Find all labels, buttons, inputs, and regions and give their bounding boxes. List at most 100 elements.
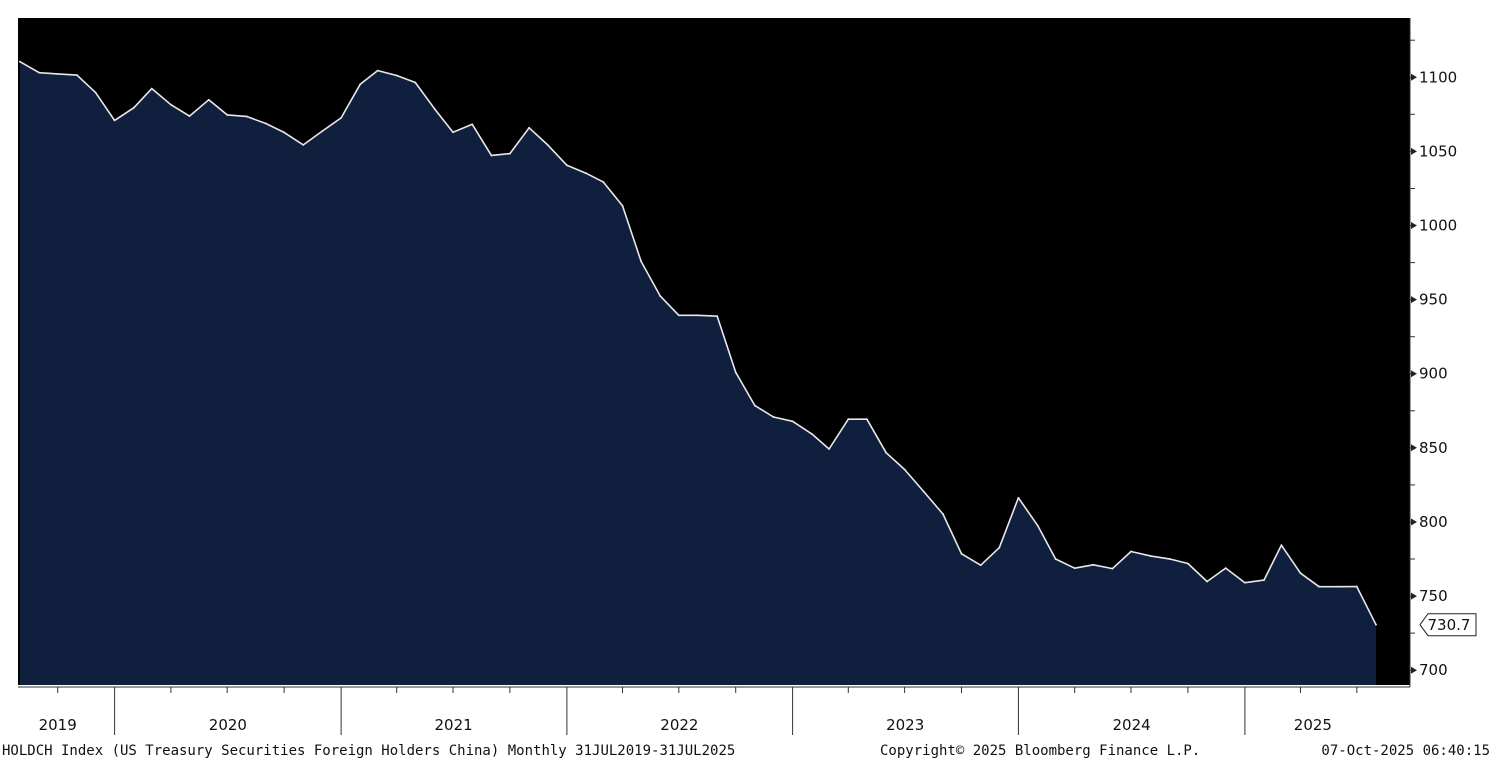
series-line-segment xyxy=(1280,544,1302,575)
series-line-segment xyxy=(1017,496,1039,527)
data-point xyxy=(772,416,775,418)
x-year-label: 2025 xyxy=(1294,716,1332,734)
series-line-segment xyxy=(188,99,210,117)
data-point xyxy=(302,144,305,146)
y-tick-mark xyxy=(1411,370,1417,378)
data-point xyxy=(1092,563,1095,566)
series-line-segment xyxy=(1130,550,1151,557)
data-point xyxy=(754,404,756,407)
series-line-segment xyxy=(1299,572,1320,588)
data-point xyxy=(94,91,97,94)
series-line-segment xyxy=(866,418,887,454)
series-line-segment xyxy=(76,74,97,94)
series-line-segment xyxy=(566,164,587,174)
data-point xyxy=(226,114,229,116)
series-line-segment xyxy=(640,260,662,297)
data-point xyxy=(433,107,436,110)
footer-copyright: Copyright© 2025 Bloomberg Finance L.P. xyxy=(880,743,1200,759)
data-point xyxy=(528,126,530,129)
series-line-segment xyxy=(791,420,813,435)
y-tick-label: 1050 xyxy=(1419,142,1457,160)
series-line-segment xyxy=(471,123,493,157)
data-point xyxy=(1187,562,1189,565)
data-point xyxy=(207,98,210,101)
series-line-segment xyxy=(979,546,1001,567)
series-line-segment xyxy=(264,122,285,134)
data-point xyxy=(38,71,41,74)
data-point xyxy=(1355,585,1358,588)
series-line-segment xyxy=(56,73,78,76)
data-point xyxy=(1318,585,1320,588)
last-value-box xyxy=(1419,613,1477,637)
data-point xyxy=(903,468,906,471)
series-line-segment xyxy=(170,103,191,117)
data-point xyxy=(942,513,944,515)
series-line-segment xyxy=(94,91,116,122)
x-year-label: 2020 xyxy=(209,716,247,734)
data-point xyxy=(150,87,153,90)
y-tick-label: 700 xyxy=(1419,661,1448,679)
data-point xyxy=(321,130,323,133)
series-line-segment xyxy=(1187,562,1208,583)
data-point xyxy=(376,69,379,72)
series-line-segment xyxy=(772,416,794,423)
footer: HOLDCH Index (US Treasury Securities For… xyxy=(2,743,1490,759)
data-point xyxy=(113,119,116,122)
x-axis: 2019 2020 2021 2022 2023 2024 2025 xyxy=(39,687,1358,735)
data-point xyxy=(640,260,642,263)
series-line-segment xyxy=(734,371,756,407)
x-year-label: 2022 xyxy=(660,716,698,734)
data-point xyxy=(1263,579,1265,581)
series-line-segment xyxy=(1054,558,1076,570)
series-line-segment xyxy=(414,81,436,110)
series-line-segment xyxy=(960,552,982,567)
data-point xyxy=(697,314,699,317)
data-point xyxy=(566,164,568,167)
y-tick-mark xyxy=(1411,73,1417,81)
data-point xyxy=(395,74,398,77)
series-line-segment xyxy=(19,60,41,74)
series-line-segment xyxy=(585,172,605,183)
data-point xyxy=(922,490,925,493)
series-line-segment xyxy=(1206,567,1227,583)
series-line-segment xyxy=(207,99,228,116)
series-line-segment xyxy=(433,107,454,134)
series-line-segment xyxy=(113,107,135,122)
series-line-segment xyxy=(226,114,248,118)
data-point xyxy=(810,433,813,435)
series-line-segment xyxy=(490,152,511,157)
y-tick-label: 900 xyxy=(1419,365,1448,383)
series-line-segment xyxy=(283,131,305,146)
data-point xyxy=(960,552,963,555)
y-tick-mark xyxy=(1411,666,1417,674)
data-point xyxy=(132,106,135,109)
data-point xyxy=(19,60,21,63)
data-point xyxy=(1375,623,1377,626)
data-point xyxy=(359,83,362,86)
data-point xyxy=(602,181,605,184)
x-year-label: 2021 xyxy=(435,716,473,734)
series-line-segment xyxy=(245,115,267,125)
data-point xyxy=(471,123,474,126)
data-point xyxy=(716,315,719,318)
data-point xyxy=(659,295,662,297)
y-tick-mark xyxy=(1411,592,1417,600)
y-tick-label: 850 xyxy=(1419,439,1448,457)
series-line-segment xyxy=(546,144,568,167)
data-point xyxy=(1244,581,1246,584)
data-point xyxy=(677,314,680,317)
y-tick-mark xyxy=(1411,147,1417,155)
series-line-segment xyxy=(1168,558,1189,565)
data-point xyxy=(76,74,78,76)
data-point xyxy=(998,546,1001,549)
data-point xyxy=(1073,567,1076,570)
data-point xyxy=(1149,555,1152,557)
series-line-segment xyxy=(885,451,906,471)
data-point xyxy=(979,564,982,567)
data-point xyxy=(509,152,511,155)
series-line-segment xyxy=(998,496,1020,549)
series-line-segment xyxy=(321,117,342,133)
series-line-segment xyxy=(1263,544,1283,581)
data-point xyxy=(1206,580,1208,583)
